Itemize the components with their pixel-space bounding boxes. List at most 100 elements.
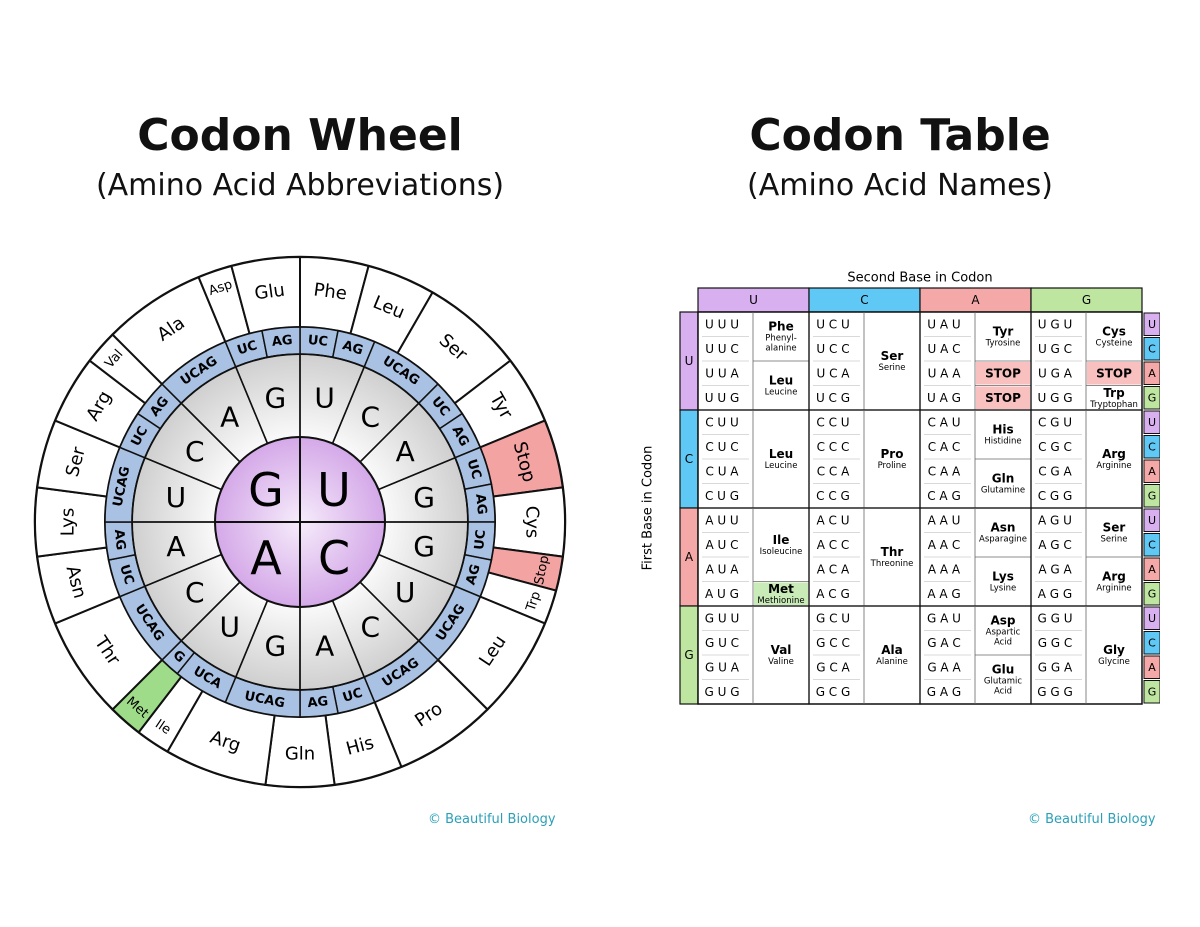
table-codon: G A A [927,660,961,674]
table-amino-acid: Lys [992,570,1014,584]
wheel-second-base-label: A [315,630,334,663]
table-third-base-header [1143,533,1160,557]
wheel-third-base-label: AG [307,694,329,711]
table-codon: U U G [705,391,740,405]
table-amino-acid: Arg [1102,447,1126,461]
table-codon: C G C [1038,440,1072,454]
table-amino-acid: Cys [1102,325,1126,339]
wheel-second-base-label: A [166,530,185,563]
table-codon: G G G [1037,685,1073,699]
table-amino-acid-name: Isoleucine [760,547,803,557]
wheel-third-base-label: UC [116,563,136,587]
table-third-base-label: A [1148,661,1156,674]
wheel-second-base-label: G [264,381,286,414]
wheel-first-base-label: C [318,531,350,585]
table-second-base-label: U [749,293,758,307]
table-codon: A C G [816,587,850,601]
table-stop-cell [976,362,1030,385]
wheel-second-base-label: A [396,435,415,468]
wheel-aa-label: Stop [532,554,552,586]
table-amino-acid: Glu [992,663,1015,677]
table-codon: C A G [927,489,961,503]
table-codon: A A U [928,513,961,527]
table-amino-acid-name: Threonine [870,559,914,569]
table-codon: A C C [817,538,850,552]
table-codon: C C G [816,489,850,503]
wheel-aa-label: Glu [253,280,286,305]
wheel-third-base-label: AG [472,493,489,515]
table-amino-acid-name: Serine [878,363,905,373]
table-codon: A A A [928,562,961,576]
table-third-base-label: U [1148,318,1156,331]
table-amino-acid-name: Glutamine [981,486,1025,496]
wheel-aa-label: Cys [522,506,543,539]
table-codon: A C A [817,562,850,576]
table-second-base-header [808,287,921,313]
table-third-base-header [1143,410,1160,434]
table-codon: G C U [816,611,850,625]
table-amino-acid: STOP [985,366,1021,380]
table-first-base-label: A [685,550,694,564]
wheel-aa-label: Gln [285,744,315,765]
table-codon: C U C [705,440,738,454]
table-amino-acid: STOP [985,391,1021,405]
wheel-aa-label: Asp [207,277,234,299]
wheel-second-base-label: G [264,630,286,663]
table-amino-acid: Ala [881,643,903,657]
wheel-aa-label: Ile [152,717,173,738]
table-codon: C C U [816,415,849,429]
wheel-third-base-label: UC [341,686,365,706]
table-codon: C U U [705,415,739,429]
table-third-base-label: U [1148,416,1156,429]
table-third-base-label: C [1148,440,1156,453]
table-amino-acid-name: Proline [878,461,907,471]
wheel-second-base-label: C [185,576,205,609]
table-amino-acid-name: Aspartic [986,628,1021,638]
table-third-base-label: U [1148,612,1156,625]
wheel-third-base-label: AG [111,529,128,551]
table-amino-acid-name: Tryptophan [1089,400,1138,410]
table-second-base-label: C [860,293,868,307]
table-codon: C C C [817,440,850,454]
table-credit: © Beautiful Biology [1028,812,1156,827]
table-codon: C C A [817,464,850,478]
table-codon: A U G [705,587,739,601]
table-amino-acid-name: alanine [765,344,796,354]
wheel-second-base-label: U [395,576,416,609]
table-amino-acid-name: Acid [994,687,1012,697]
table-codon: U A C [928,342,961,356]
table-codon: C A C [928,440,961,454]
codon-wheel: Phe LeuSerTyrStopCysStopTrpLeuProHisGlnAr… [33,255,567,789]
table-codon: C G A [1038,464,1072,478]
table-third-base-label: U [1148,514,1156,527]
wheel-third-base-label: UC [236,338,260,358]
table-third-base-label: C [1148,342,1156,355]
table-codon: U C A [817,366,851,380]
table-amino-acid: Ser [881,349,904,363]
table-codon: G C C [816,636,850,650]
table-codon: U G C [1038,342,1072,356]
table-codon: G G A [1038,660,1073,674]
table-amino-acid-name: Phenyl- [765,334,797,344]
table-codon: A C U [817,513,850,527]
table-codon: A U C [706,538,739,552]
table-amino-acid: Trp [1103,386,1125,400]
wheel-third-base-label: UC [472,529,489,550]
table-codon: G C A [816,660,850,674]
table-codon: A A G [927,587,960,601]
table-codon: C A U [928,415,961,429]
table-amino-acid: Gly [1103,643,1125,657]
wheel-third-base-label: UC [464,458,484,482]
table-codon: U A A [928,366,962,380]
table-stop-cell [1087,362,1141,385]
table-codon: U U A [705,366,739,380]
table-codon: G U A [705,660,740,674]
table-codon: G A U [927,611,961,625]
wheel-second-base-label: C [360,400,380,433]
table-first-base-axis-label: First Base in Codon [641,446,656,571]
table-codon: A G U [1038,513,1072,527]
table-codon: A U U [705,513,738,527]
table-amino-acid: Leu [769,447,793,461]
table-third-base-label: A [1148,465,1156,478]
table-codon: C U A [706,464,740,478]
